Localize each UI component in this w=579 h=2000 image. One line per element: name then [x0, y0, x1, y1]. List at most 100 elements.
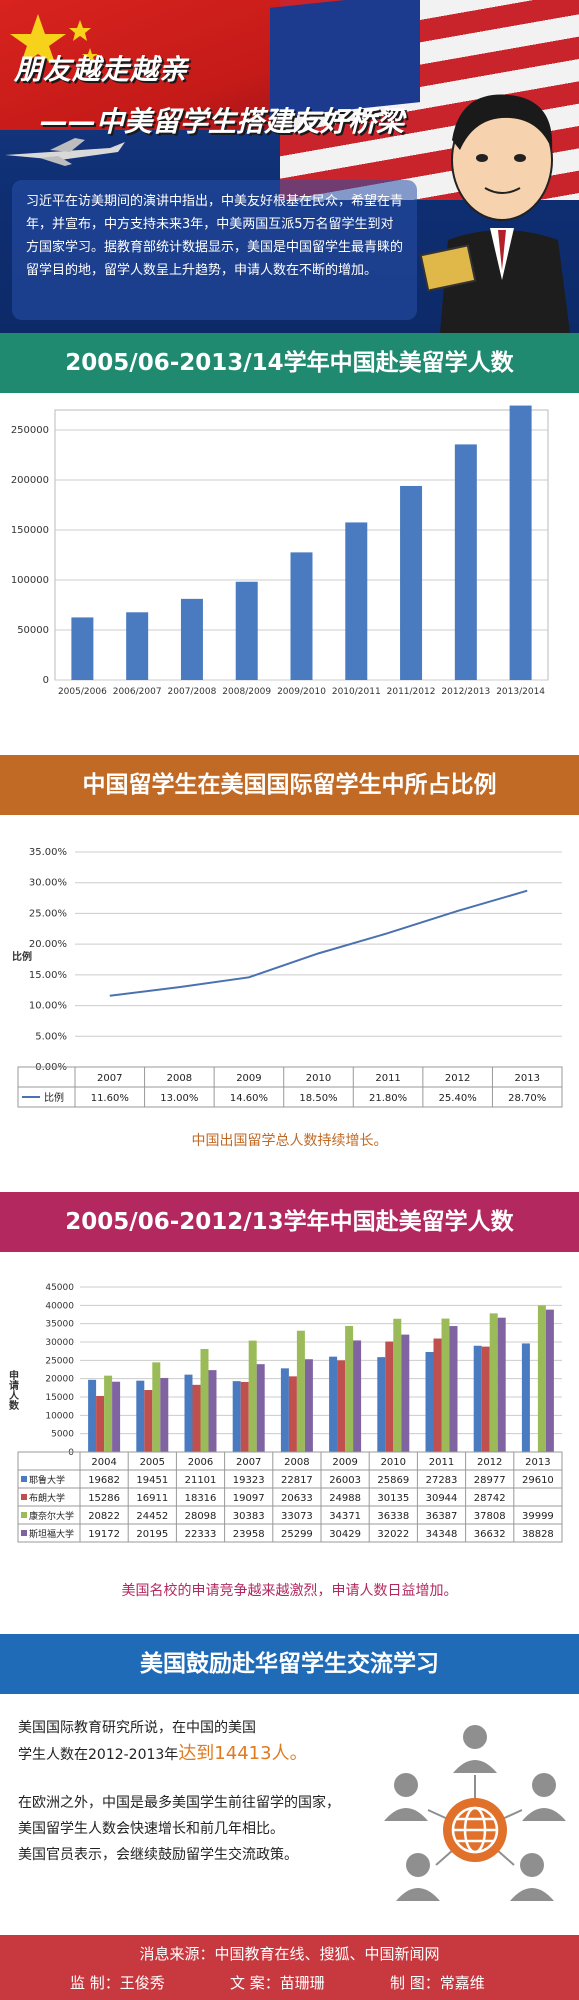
- bar: [545, 1309, 554, 1452]
- x-tick-label: 2008/2009: [222, 687, 271, 697]
- y-tick-label: 200000: [11, 475, 49, 486]
- y-tick-label: 25.00%: [29, 908, 67, 919]
- y-tick-label: 45000: [45, 1283, 74, 1293]
- section2-caption: 中国出国留学总人数持续增长。: [191, 1133, 388, 1149]
- legend-label: 比例: [44, 1091, 64, 1104]
- x-tick-label: 2013: [514, 1073, 539, 1084]
- legend-swatch: [21, 1530, 27, 1536]
- bar: [200, 1348, 209, 1452]
- table-value: 29610: [522, 1475, 554, 1486]
- x-tick-label: 2013: [525, 1457, 550, 1468]
- bar: [304, 1359, 313, 1452]
- table-value: 32022: [377, 1529, 409, 1540]
- x-tick-label: 2007/2008: [168, 687, 217, 697]
- table-value: 36632: [474, 1529, 506, 1540]
- table-value: 15286: [88, 1493, 120, 1504]
- y-tick-label: 100000: [11, 575, 49, 586]
- bar: [385, 1341, 394, 1452]
- table-value: 24452: [136, 1511, 168, 1522]
- table-value: 33073: [281, 1511, 313, 1522]
- bar: [235, 581, 258, 680]
- x-tick-label: 2006/2007: [113, 687, 162, 697]
- x-tick-label: 2005: [140, 1457, 165, 1468]
- x-tick-label: 2012: [477, 1457, 502, 1468]
- table-value: 13.00%: [160, 1093, 198, 1104]
- section4-highlight: 达到14413人。: [178, 1743, 308, 1764]
- bar: [497, 1317, 506, 1452]
- bar: [232, 1381, 241, 1452]
- table-value: 28.70%: [508, 1093, 546, 1104]
- table-value: 36387: [426, 1511, 458, 1522]
- legend-label: 斯坦福大学: [29, 1528, 74, 1540]
- table-value: 28977: [474, 1475, 506, 1486]
- x-tick-label: 2010/2011: [332, 687, 381, 697]
- section3-header: 2005/06-2012/13学年中国赴美留学人数: [0, 1192, 579, 1252]
- table-value: 11.60%: [91, 1093, 129, 1104]
- x-tick-label: 2011/2012: [387, 687, 436, 697]
- legend-swatch: [21, 1494, 27, 1500]
- bar: [449, 1326, 458, 1452]
- table-value: 19451: [136, 1475, 168, 1486]
- table-value: 14.60%: [230, 1093, 268, 1104]
- x-tick-label: 2013/2014: [496, 687, 545, 697]
- table-value: 28742: [474, 1493, 506, 1504]
- x-tick-label: 2009: [332, 1457, 357, 1468]
- intro-box: 习近平在访美期间的演讲中指出，中美友好根基在民众，希望在青年，并宣布，中方支持未…: [12, 180, 417, 320]
- y-tick-label: 250000: [11, 425, 49, 436]
- table-value: 36338: [377, 1511, 409, 1522]
- x-tick-label: 2010: [381, 1457, 406, 1468]
- x-tick-label: 2004: [91, 1457, 116, 1468]
- legend-swatch: [21, 1476, 27, 1482]
- x-tick-label: 2010: [306, 1073, 331, 1084]
- section2-heading: 中国留学生在美国国际留学生中所占比例: [82, 772, 497, 798]
- bar: [433, 1338, 442, 1452]
- bar: [288, 1376, 297, 1452]
- table-value: 39999: [522, 1511, 554, 1522]
- table-value: 25.40%: [439, 1093, 477, 1104]
- section3-heading: 2005/06-2012/13学年中国赴美留学人数: [65, 1209, 514, 1235]
- bar: [425, 1351, 434, 1452]
- bar: [104, 1375, 113, 1452]
- y-tick-label: 50000: [17, 625, 49, 636]
- x-tick-label: 2011: [375, 1073, 400, 1084]
- table-value: 19323: [233, 1475, 265, 1486]
- bar: [454, 444, 477, 680]
- table-value: 30944: [426, 1493, 458, 1504]
- bar: [126, 612, 149, 680]
- bar: [71, 617, 94, 680]
- section4-heading: 美国鼓励赴华留学生交流学习: [140, 1651, 439, 1677]
- table-value: 34348: [426, 1529, 458, 1540]
- x-tick-label: 2006: [188, 1457, 213, 1468]
- y-tick-label: 10.00%: [29, 1001, 67, 1012]
- bar: [353, 1340, 362, 1452]
- table-value: 19172: [88, 1529, 120, 1540]
- table-value: 37808: [474, 1511, 506, 1522]
- y-tick-label: 40000: [45, 1301, 74, 1311]
- legend-label: 布朗大学: [29, 1492, 65, 1504]
- y-axis-label: 申请人数: [7, 1369, 19, 1411]
- section4-para1-prefix: 学生人数在2012-2013年: [18, 1747, 179, 1763]
- section4-para2-line1: 在欧洲之外，中国是最多美国学生前往留学的国家，: [18, 1795, 340, 1811]
- table-value: 25869: [377, 1475, 409, 1486]
- book-icon: [420, 244, 477, 292]
- table-value: 22333: [185, 1529, 217, 1540]
- bar: [144, 1389, 153, 1452]
- section4-text: 美国国际教育研究所说，在中国的美国 学生人数在2012-2013年达到14413…: [18, 1715, 378, 1868]
- bar: [441, 1318, 450, 1452]
- table-value: 20633: [281, 1493, 313, 1504]
- bar: [248, 1340, 257, 1452]
- bar: [96, 1395, 105, 1452]
- table-value: 24988: [329, 1493, 361, 1504]
- x-tick-label: 2008: [167, 1073, 192, 1084]
- bar: [88, 1379, 97, 1452]
- footer-copywriter: 文 案：苗珊珊: [230, 1974, 325, 1992]
- section3-caption: 美国名校的申请竞争越来越激烈，申请人数日益增加。: [121, 1583, 458, 1599]
- table-value: 26003: [329, 1475, 361, 1486]
- y-axis-label: 比例: [12, 950, 32, 963]
- table-value: 18.50%: [299, 1093, 337, 1104]
- bar: [290, 552, 313, 680]
- x-tick-label: 2009/2010: [277, 687, 326, 697]
- y-tick-label: 5.00%: [35, 1031, 67, 1042]
- table-value: 30383: [233, 1511, 265, 1522]
- bar: [160, 1377, 169, 1452]
